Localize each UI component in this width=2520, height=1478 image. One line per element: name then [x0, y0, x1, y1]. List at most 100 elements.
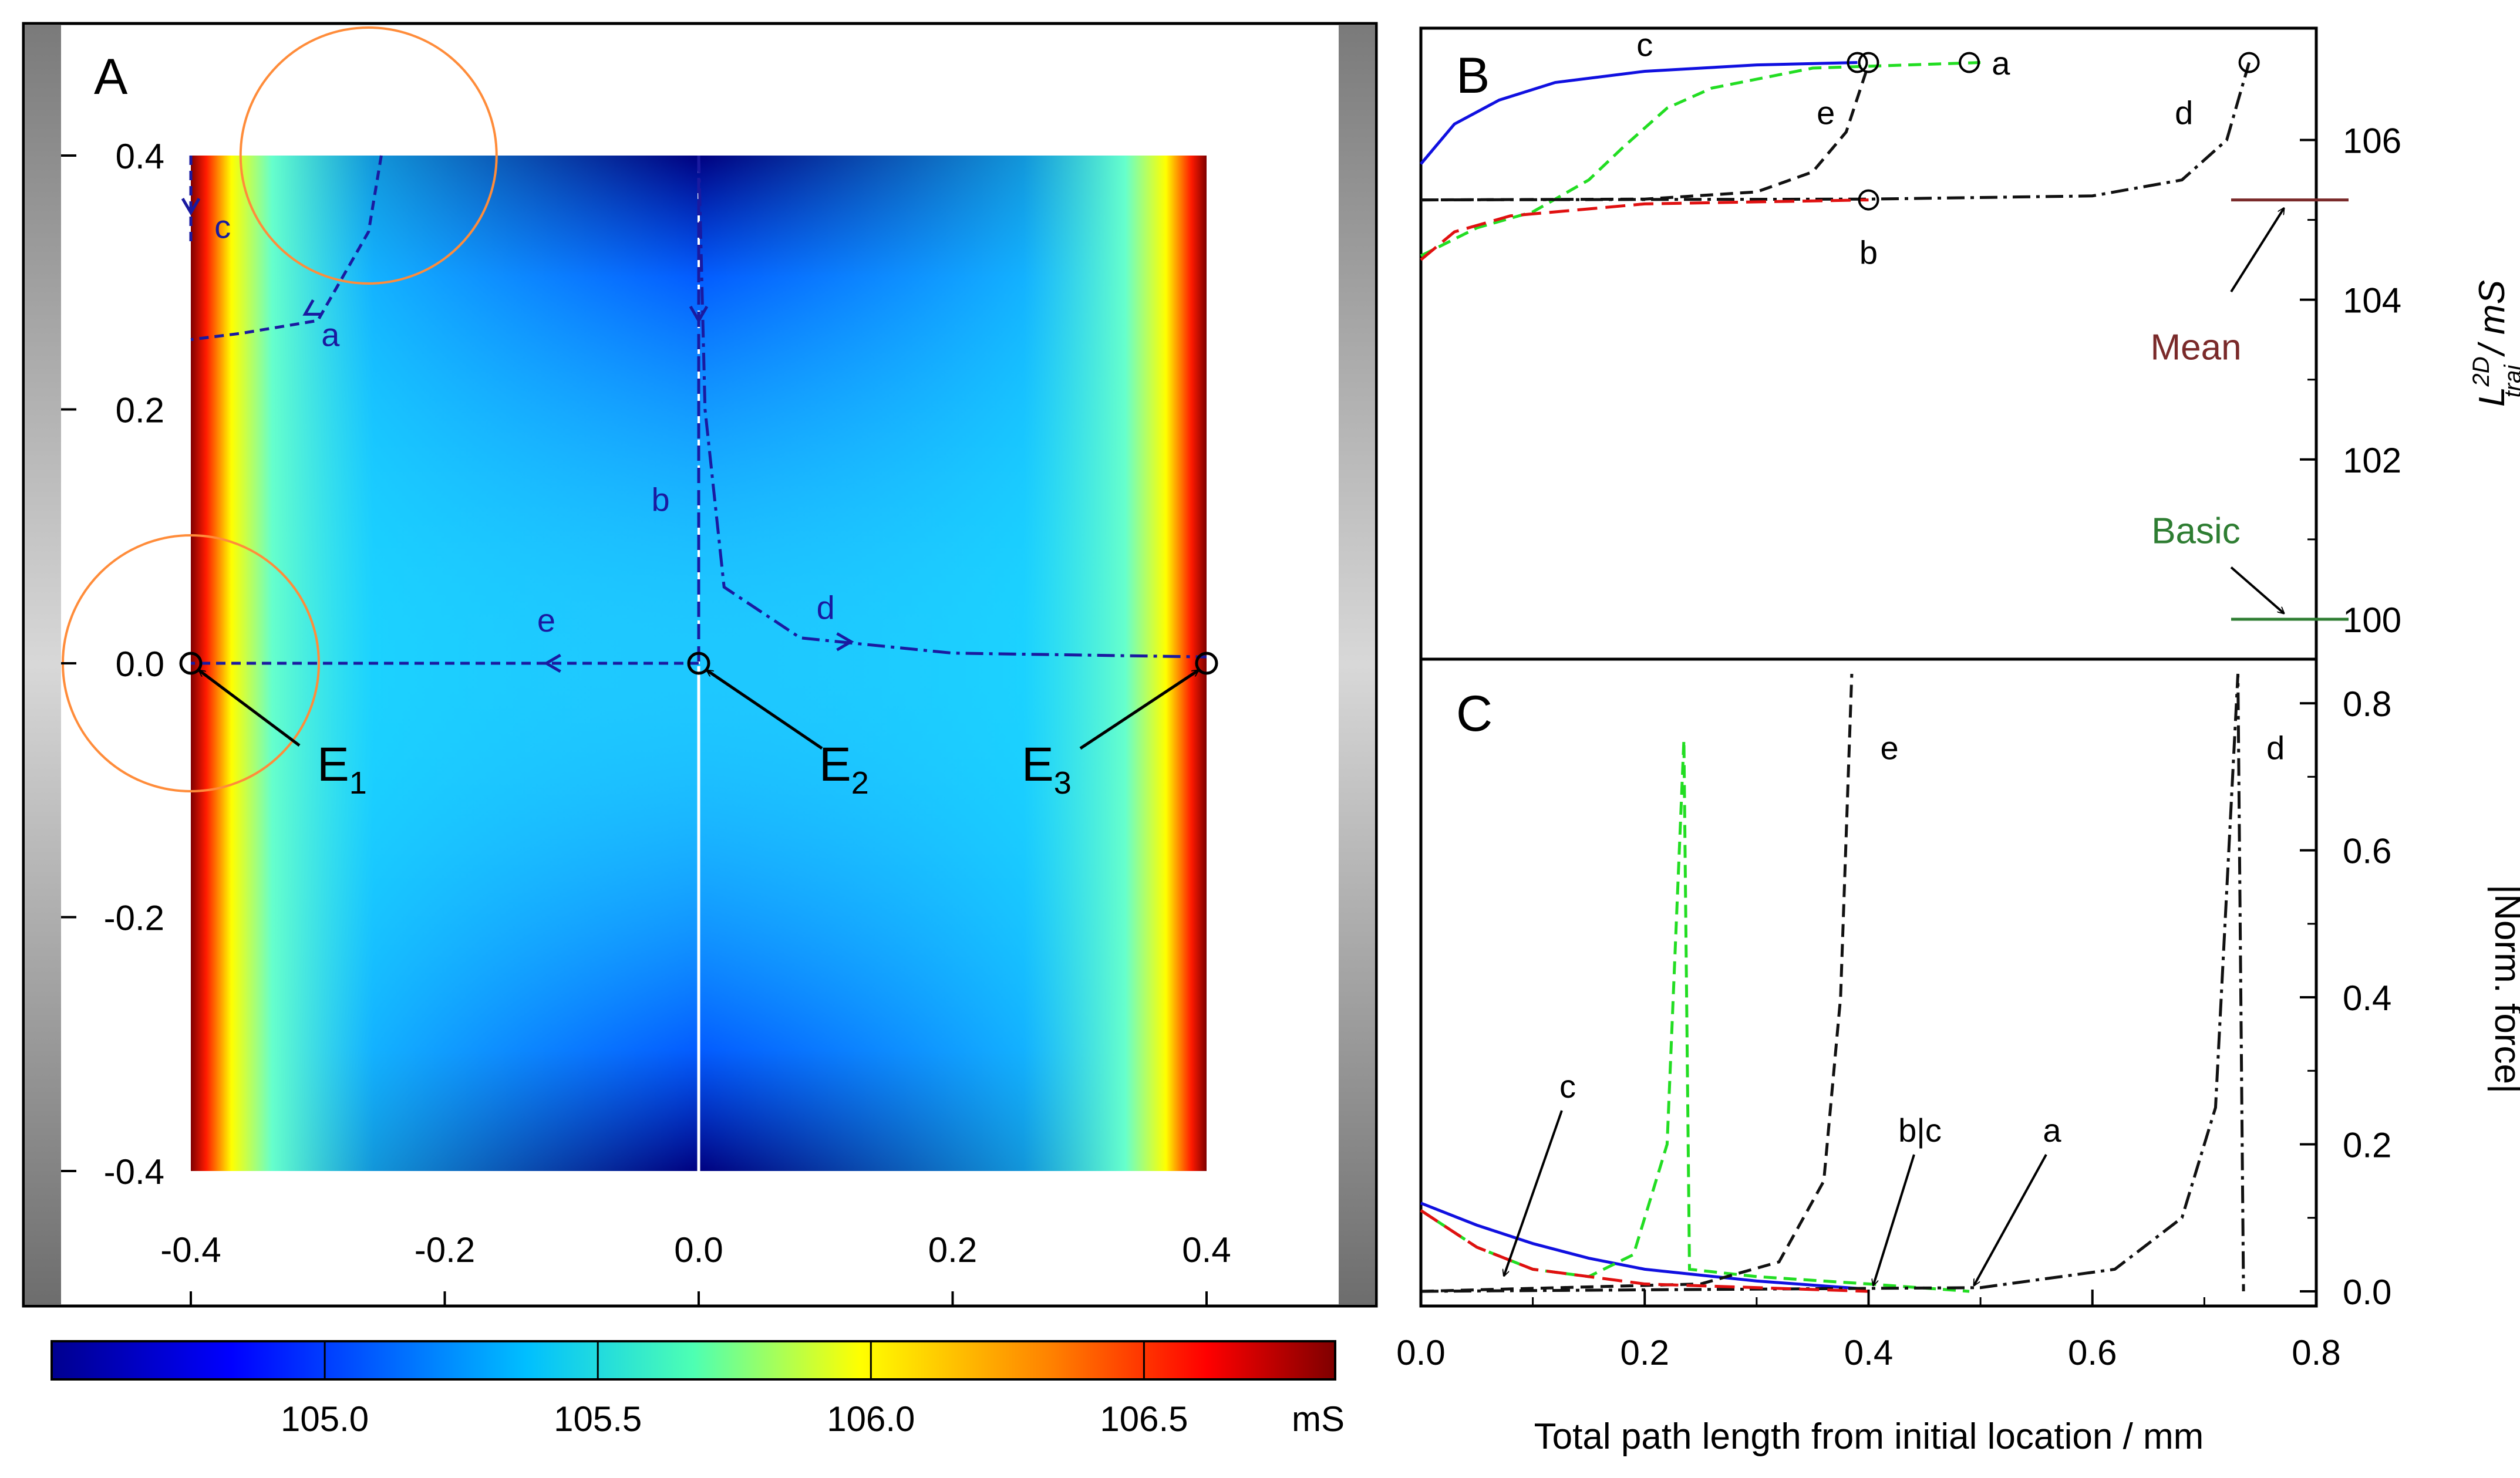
colorbar-unit: mS	[1292, 1399, 1345, 1439]
x-tick-label: 0.2	[1621, 1333, 1669, 1372]
marker-label-E3: E3	[1022, 738, 1072, 801]
series-e	[1420, 63, 1870, 202]
series-label-d: d	[2175, 94, 2193, 131]
right-electrode-bar	[1339, 25, 1375, 1305]
arrow-d	[836, 632, 854, 652]
panel-c-frame	[1419, 657, 2318, 1308]
arrow-a-shape	[302, 299, 322, 316]
x-tick-label: 0.0	[674, 1230, 723, 1270]
y-tick-label: 102	[2343, 441, 2401, 480]
trajectory-a	[190, 155, 383, 342]
series-a	[1420, 740, 1970, 1293]
colorbar-ticks: 105.0 105.5 106.0 106.5	[281, 1341, 1188, 1439]
trajectories: a b c d e	[181, 155, 1207, 673]
x-tick-label: 0.6	[2068, 1333, 2117, 1372]
endpoint-d	[2238, 52, 2260, 73]
y-tick-label: 0.4	[2343, 978, 2391, 1018]
series-d	[1420, 673, 2245, 1293]
trajectory-label-c: c	[214, 208, 231, 245]
x-tick-label: -0.2	[415, 1230, 475, 1270]
arrow-e	[543, 653, 561, 673]
series-label-b: b	[1859, 234, 1878, 271]
panel-b-ticks: 100 102 104 106	[2300, 122, 2401, 640]
marker-E1	[179, 652, 203, 675]
y-tick-label: 0.4	[116, 137, 164, 176]
y-tick-label: 0.0	[2343, 1273, 2391, 1312]
endpoint-c	[1847, 52, 1868, 73]
y-tick-label: -0.2	[104, 899, 164, 938]
marker-label-E1: E1	[317, 738, 367, 801]
x-tick-label: 0.4	[1844, 1333, 1893, 1372]
panel-a-ticks: -0.4 -0.2 0.0 0.2 0.4 0.4 0.2 0.0 -0.2 -0.4	[61, 137, 1231, 1306]
left-electrode-bar	[25, 25, 61, 1305]
marker-subscript: 2	[851, 765, 869, 801]
reference-arrow-mean	[2230, 208, 2284, 293]
marker-E2	[687, 652, 710, 675]
y-tick-label: 0.8	[2343, 684, 2391, 724]
colorbar-tick-label: 105.0	[281, 1399, 369, 1439]
arrow-b	[689, 305, 709, 324]
panel-c-xlabel: Total path length from initial location …	[1534, 1416, 2204, 1457]
ylabel-main: L	[2472, 386, 2512, 406]
arrow-c	[181, 198, 201, 216]
reference-arrow-basic	[2230, 566, 2284, 613]
marker-E3	[1195, 652, 1218, 675]
y-tick-label: 100	[2343, 600, 2401, 640]
x-tick-label: 0.2	[928, 1230, 977, 1270]
marker-letter: E	[819, 738, 851, 791]
panel-c-annotations: c b|c a	[1504, 1068, 2061, 1285]
ylabel-sub: traj	[2500, 365, 2520, 398]
colorbar-tick-label: 106.5	[1100, 1399, 1188, 1439]
marker-arrow-E1	[199, 669, 301, 747]
endpoint-a	[1959, 52, 1980, 73]
marker-letter: E	[1022, 738, 1054, 791]
annotation-label: a	[2043, 1112, 2061, 1149]
marker-label-E2: E2	[819, 738, 869, 801]
endpoint-e	[1858, 52, 1879, 73]
trajectory-label-a: a	[321, 316, 340, 353]
y-tick-label: 106	[2343, 122, 2401, 161]
trajectory-label-e: e	[537, 602, 555, 639]
annotation-arrow	[1874, 1154, 1915, 1285]
endpoint-b	[1858, 189, 1879, 211]
annotation-label: c	[1559, 1068, 1576, 1105]
ylabel-unit: / mS	[2472, 280, 2512, 365]
arrow-b-shape	[689, 305, 709, 324]
arrow-a	[302, 299, 322, 316]
series-b	[1420, 198, 1869, 261]
marker-arrow-E2	[707, 669, 823, 750]
panel-c-ticks: 0.0 0.2 0.4 0.6 0.80.00.20.40.60.8	[1396, 684, 2391, 1372]
panel-b-ylabel: L2D traj / mS	[2468, 280, 2520, 407]
arrow-d-shape	[836, 632, 854, 652]
y-tick-label: 0.6	[2343, 832, 2391, 871]
annotation-arrow	[1504, 1110, 1563, 1276]
x-tick-label: -0.4	[160, 1230, 221, 1270]
y-tick-label: 0.2	[116, 391, 164, 430]
trajectory-label-b: b	[652, 481, 670, 518]
series-label-a: a	[1992, 45, 2010, 82]
series-c	[1420, 1202, 1858, 1290]
series-a	[1420, 61, 1981, 258]
series-c	[1420, 61, 1858, 165]
series-b	[1420, 1209, 1869, 1293]
panel-b: c e a d b 100 102 104 106 Mean Basic B L2D traj /…	[1419, 26, 2520, 661]
y-tick-label: -0.4	[104, 1152, 164, 1192]
x-tick-label: 0.4	[1182, 1230, 1231, 1270]
panel-c-letter: C	[1456, 686, 1493, 742]
trajectory-d	[697, 155, 1207, 659]
series-e	[1420, 673, 1854, 1293]
reference-label-basic: Basic	[2151, 511, 2241, 551]
colorbar-tick-label: 106.0	[827, 1399, 915, 1439]
arrow-e-shape	[543, 653, 561, 673]
annotation-label: b|c	[1898, 1112, 1942, 1149]
colorbar: 105.0 105.5 106.0 106.5 mS	[50, 1340, 1345, 1439]
panel-c-ylabel: |Norm. force|	[2487, 885, 2520, 1094]
x-tick-label: 0.0	[1396, 1333, 1445, 1372]
series-label-d: d	[2266, 729, 2285, 766]
x-tick-label: 0.8	[2292, 1333, 2340, 1372]
panel-b-annotations: Mean Basic	[2150, 198, 2349, 621]
